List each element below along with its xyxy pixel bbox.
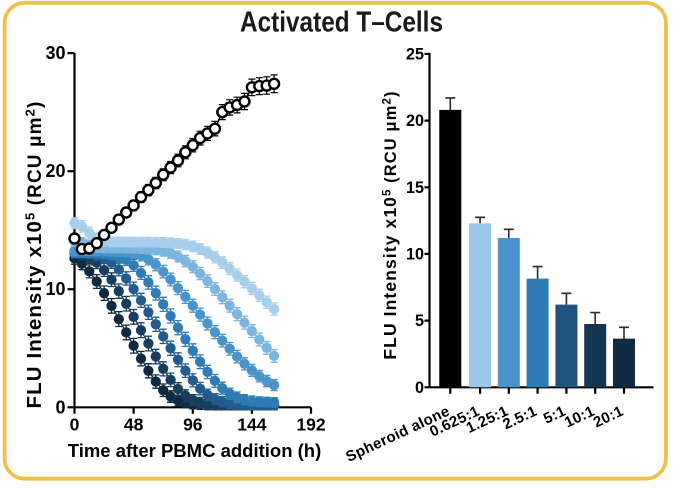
svg-text:15: 15 [406, 179, 424, 197]
svg-text:48: 48 [124, 415, 144, 435]
svg-text:0: 0 [415, 379, 424, 397]
svg-text:0: 0 [55, 397, 65, 417]
svg-text:20: 20 [406, 112, 424, 130]
svg-text:144: 144 [237, 415, 266, 435]
svg-text:25: 25 [406, 45, 424, 63]
svg-text:192: 192 [296, 415, 325, 435]
svg-text:20: 20 [45, 161, 65, 181]
svg-text:0: 0 [70, 415, 80, 435]
svg-text:30: 30 [45, 43, 65, 63]
svg-text:10: 10 [45, 279, 65, 299]
svg-text:96: 96 [183, 415, 203, 435]
svg-text:10: 10 [406, 245, 424, 263]
svg-text:5: 5 [415, 312, 424, 330]
svg-text:FLU Intensity x105 (RCU μm2): FLU Intensity x105 (RCU μm2) [380, 90, 400, 359]
svg-text:Time after PBMC addition (h): Time after PBMC addition (h) [68, 440, 322, 461]
svg-text:FLU Intensity x105 (RCU μm2): FLU Intensity x105 (RCU μm2) [23, 101, 47, 409]
svg-text:Activated T–Cells: Activated T–Cells [240, 7, 443, 39]
